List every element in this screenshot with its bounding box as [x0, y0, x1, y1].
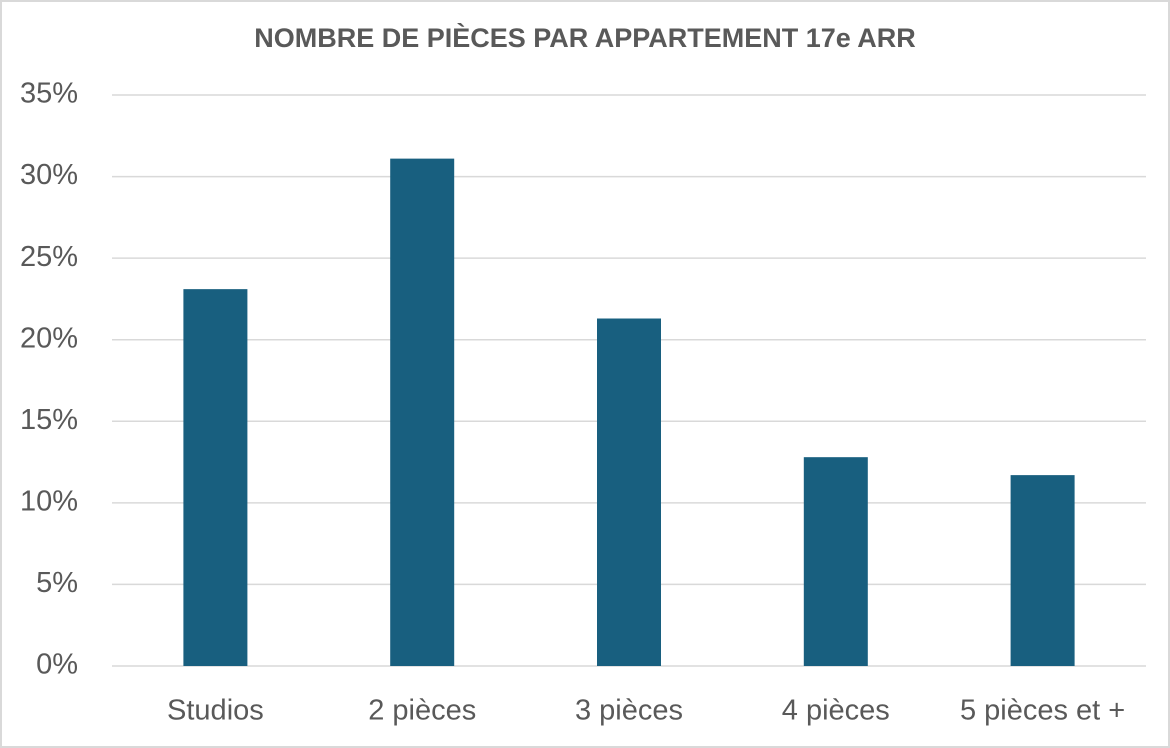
x-tick-label: 5 pièces et +: [960, 695, 1125, 727]
bar: [1010, 475, 1075, 666]
x-tick-label: Studios: [167, 695, 264, 727]
x-tick-label: 2 pièces: [368, 695, 476, 727]
bar: [597, 318, 661, 666]
bar: [803, 457, 868, 666]
chart-title: NOMBRE DE PIÈCES PAR APPARTEMENT 17e ARR: [254, 22, 916, 53]
y-tick-label: 20%: [20, 322, 78, 354]
y-tick-label: 25%: [20, 241, 78, 273]
bar: [390, 158, 455, 666]
x-tick-label: 3 pièces: [575, 695, 683, 727]
y-tick-label: 5%: [36, 567, 78, 599]
y-tick-label: 15%: [20, 404, 78, 436]
y-tick-label: 0%: [36, 649, 78, 681]
x-tick-label: 4 pièces: [782, 695, 890, 727]
y-tick-label: 10%: [20, 486, 78, 518]
y-tick-label: 35%: [20, 78, 78, 110]
bar: [183, 289, 248, 666]
y-tick-label: 30%: [20, 159, 78, 191]
